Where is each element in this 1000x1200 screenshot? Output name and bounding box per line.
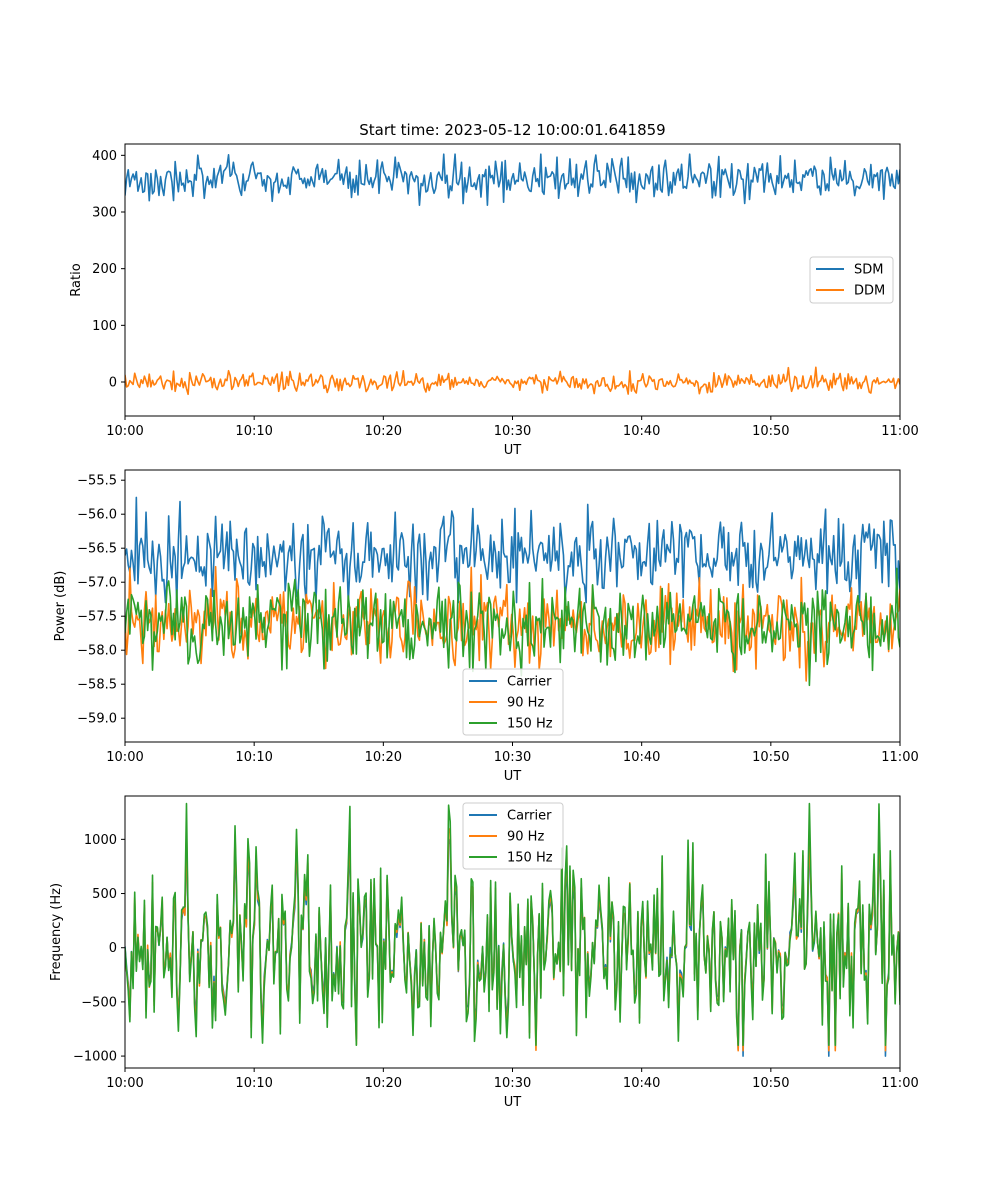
chart-title: Start time: 2023-05-12 10:00:01.641859 (359, 121, 665, 139)
y-tick-label: 100 (92, 319, 117, 334)
legend-box (462, 802, 564, 870)
x-tick-label: 10:00 (106, 750, 143, 765)
chart-panel-3: 10:00 10:10 10:20 10:30 10:40 10:50 11:00 −1000… (49, 795, 919, 1110)
y-tick-label: −57.5 (77, 610, 117, 625)
x-tick-label: 10:30 (494, 750, 531, 765)
y-tick-label: −500 (81, 995, 117, 1010)
x-tick-label: 10:10 (235, 1076, 272, 1091)
legend: SDM DDM (809, 256, 894, 304)
y-tick-label: 500 (92, 887, 117, 902)
y-axis-label: Frequency (Hz) (49, 883, 64, 981)
y-tick-label: −55.5 (77, 474, 117, 489)
x-axis-label: UT (504, 443, 522, 458)
x-tick-label: 10:40 (623, 750, 660, 765)
x-tick-label: 10:10 (235, 424, 272, 439)
x-tick-label: 10:30 (494, 1076, 531, 1091)
y-axis-label: Ratio (69, 263, 84, 296)
y-tick-label: −56.0 (77, 508, 117, 523)
y-tick-label: 0 (109, 941, 117, 956)
x-tick-label: 10:50 (752, 750, 789, 765)
y-tick-label: 1000 (84, 833, 117, 848)
chart-panel-2: 10:00 10:10 10:20 10:30 10:40 10:50 11:00 −59.0… (53, 469, 919, 784)
chart-panel-1: 10:00 10:10 10:20 10:30 10:40 10:50 11:00 0 100 2… (69, 121, 919, 458)
y-tick-label: −59.0 (77, 712, 117, 727)
legend-entry: SDM (854, 263, 883, 278)
legend-entry: Carrier (507, 809, 552, 824)
x-tick-label: 10:20 (365, 750, 402, 765)
legend-entry: 150 Hz (507, 717, 553, 732)
y-tick-label: 300 (92, 206, 117, 221)
legend: Carrier 90 Hz 150 Hz (462, 668, 564, 736)
x-tick-label: 10:40 (623, 1076, 660, 1091)
x-tick-label: 10:00 (106, 424, 143, 439)
y-tick-label: 400 (92, 149, 117, 164)
x-tick-label: 10:00 (106, 1076, 143, 1091)
x-tick-label: 10:20 (365, 1076, 402, 1091)
legend-entry: DDM (854, 284, 885, 299)
legend-entry: 90 Hz (507, 830, 544, 845)
x-tick-label: 11:00 (881, 1076, 918, 1091)
x-tick-label: 11:00 (881, 424, 918, 439)
y-tick-label: −57.0 (77, 576, 117, 591)
y-tick-label: −1000 (73, 1050, 117, 1065)
x-axis-label: UT (504, 769, 522, 784)
x-tick-label: 10:30 (494, 424, 531, 439)
series-line-150-hz (125, 802, 900, 1047)
x-tick-label: 10:50 (752, 1076, 789, 1091)
series-line-carrier (125, 496, 900, 604)
legend-entry: 90 Hz (507, 696, 544, 711)
legend-box (462, 668, 564, 736)
x-tick-label: 10:10 (235, 750, 272, 765)
y-tick-label: 0 (109, 376, 117, 391)
y-axis-label: Power (dB) (53, 571, 68, 642)
y-tick-label: 200 (92, 262, 117, 277)
y-tick-label: −58.5 (77, 678, 117, 693)
series-line-sdm (125, 153, 900, 206)
y-tick-label: −58.0 (77, 644, 117, 659)
legend-entry: 150 Hz (507, 851, 553, 866)
x-tick-label: 10:40 (623, 424, 660, 439)
legend-entry: Carrier (507, 675, 552, 690)
series-line-ddm (125, 366, 900, 396)
legend: Carrier 90 Hz 150 Hz (462, 802, 564, 870)
y-tick-label: −56.5 (77, 542, 117, 557)
x-tick-label: 10:20 (365, 424, 402, 439)
x-axis-label: UT (504, 1095, 522, 1110)
x-tick-label: 10:50 (752, 424, 789, 439)
series-line-150-hz (125, 567, 900, 687)
x-tick-label: 11:00 (881, 750, 918, 765)
